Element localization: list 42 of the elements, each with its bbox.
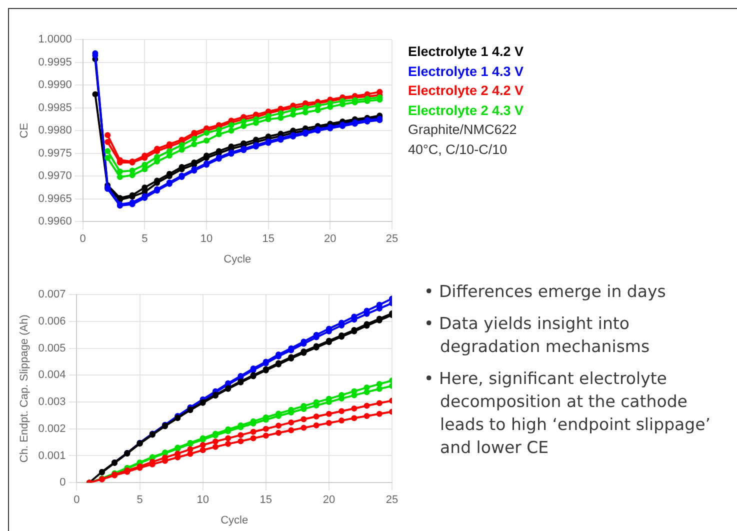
y-tick-label: 0 (60, 476, 66, 489)
y-tick-label: 0.9960 (38, 216, 72, 228)
y-axis-title: CE (18, 122, 31, 138)
x-tick-label: 15 (262, 233, 274, 246)
x-tick-label: 0 (74, 494, 80, 506)
y-tick-label: 0.007 (38, 288, 66, 301)
y-tick-label: 0.005 (38, 342, 66, 354)
x-tick-label: 15 (260, 494, 272, 506)
y-tick-label: 0.9985 (38, 102, 72, 114)
text: Electrolyte 1 4.3 V (408, 62, 524, 81)
text: Electrolyte 1 4.2 V (408, 43, 524, 61)
y-tick-label: 0.004 (38, 369, 66, 382)
y-tick-label: 0.001 (38, 450, 66, 462)
y-tick-label: 0.9975 (38, 147, 72, 160)
x-tick-label: 25 (386, 233, 398, 246)
y-tick-label: 0.9995 (38, 56, 72, 68)
x-tick-label: 25 (386, 494, 398, 506)
y-tick-label: 0.006 (38, 315, 66, 328)
y-tick-label: 0.002 (38, 422, 66, 435)
x-tick-label: 0 (80, 233, 86, 246)
x-axis-title: Cycle (220, 514, 248, 526)
x-tick-label: 5 (142, 233, 148, 246)
y-tick-label: 0.9980 (38, 124, 72, 137)
x-axis-title: Cycle (224, 253, 252, 266)
series-label: Electrolyte 2 4.2 V (408, 82, 524, 100)
x-tick-label: 5 (136, 494, 143, 506)
y-tick-label: 0.003 (38, 396, 66, 408)
series-label: Electrolyte 2 4.3 V (408, 102, 524, 120)
y-tick-label: 0.9965 (38, 192, 72, 205)
y-tick-label: 0.9970 (38, 170, 72, 182)
x-tick-label: 20 (322, 494, 336, 506)
y-axis-title: Ch. Endpt. Cap. Slippage (Ah) (18, 314, 31, 463)
x-tick-label: 10 (200, 233, 213, 246)
text: • Data yields insight into degradation mechanisms (424, 313, 651, 358)
x-tick-label: 20 (324, 233, 336, 246)
text: 40°C, C/10-C/10 (408, 140, 508, 158)
text: Graphite/NMC622 (408, 121, 518, 139)
y-tick-label: 0.9990 (38, 79, 72, 92)
text: • Here, significant electrolyte decomposition at the cathode leads to high ‘endpoint slippage’ and lower CE (424, 368, 712, 459)
y-tick-label: 1.0000 (38, 34, 72, 46)
text: • Differences emerge in days (424, 281, 667, 303)
x-tick-label: 10 (196, 494, 209, 506)
